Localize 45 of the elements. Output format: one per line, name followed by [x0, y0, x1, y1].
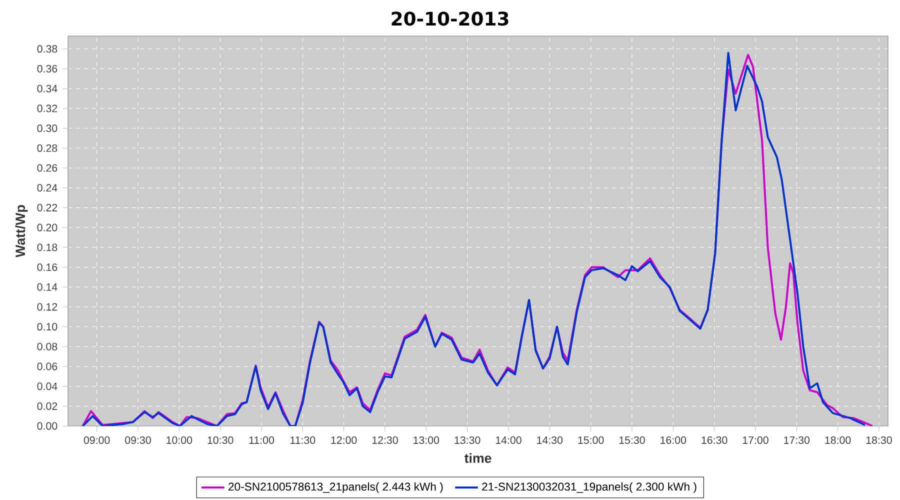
y-tick-label: 0.28: [37, 144, 58, 152]
chart-title: 20-10-2013: [392, 12, 508, 26]
x-tick-label: 13:30: [454, 436, 480, 444]
y-tick-label: 0.00: [37, 422, 58, 430]
x-axis-title: time: [464, 453, 492, 463]
y-tick-label: 0.26: [37, 164, 58, 172]
x-tick-label: 17:00: [742, 436, 768, 444]
y-tick-label: 0.04: [37, 382, 58, 390]
y-tick-label: 0.08: [37, 342, 58, 350]
legend-label: 20-SN2100578613_21panels( 2.443 kWh ): [228, 482, 443, 493]
x-tick-label: 11:00: [249, 436, 274, 444]
x-tick-label: 15:00: [578, 436, 604, 444]
y-tick-label: 0.32: [37, 104, 58, 112]
y-tick-label: 0.30: [37, 124, 58, 132]
x-tick-label: 18:00: [825, 436, 851, 444]
x-tick-label: 17:30: [784, 436, 810, 444]
x-tick-label: 09:30: [125, 436, 151, 444]
x-tick-label: 13:00: [414, 436, 440, 444]
y-tick-label: 0.24: [37, 184, 58, 192]
x-tick-label: 10:30: [208, 436, 234, 444]
y-tick-label: 0.36: [37, 64, 58, 73]
y-tick-label: 0.06: [37, 362, 58, 370]
y-tick-label: 0.12: [37, 303, 58, 311]
y-tick-label: 0.34: [37, 84, 58, 92]
y-tick-label: 0.14: [37, 283, 58, 291]
x-tick-label: 15:30: [619, 436, 645, 444]
x-tick-label: 12:00: [331, 436, 357, 444]
y-tick-label: 0.02: [37, 402, 58, 410]
x-tick-label: 16:00: [660, 436, 686, 444]
x-tick-label: 10:00: [166, 436, 192, 444]
x-tick-label: 11:30: [290, 436, 316, 444]
x-tick-label: 12:30: [372, 436, 398, 444]
y-tick-label: 0.22: [37, 204, 58, 212]
y-tick-label: 0.18: [37, 244, 58, 252]
y-tick-label: 0.38: [37, 45, 58, 53]
y-tick-label: 0.16: [37, 263, 58, 271]
x-tick-label: 14:00: [496, 436, 522, 444]
y-axis-title: Watt/Wp: [15, 205, 28, 258]
y-tick-label: 0.10: [37, 322, 58, 331]
x-tick-label: 16:30: [702, 436, 728, 444]
y-tick-label: 0.20: [37, 224, 58, 232]
x-tick-label: 09:00: [84, 436, 110, 444]
legend-label: 21-SN2130032031_19panels( 2.300 kWh ): [482, 482, 696, 493]
x-tick-label: 14:30: [537, 436, 563, 444]
x-tick-label: 18:30: [866, 436, 892, 444]
